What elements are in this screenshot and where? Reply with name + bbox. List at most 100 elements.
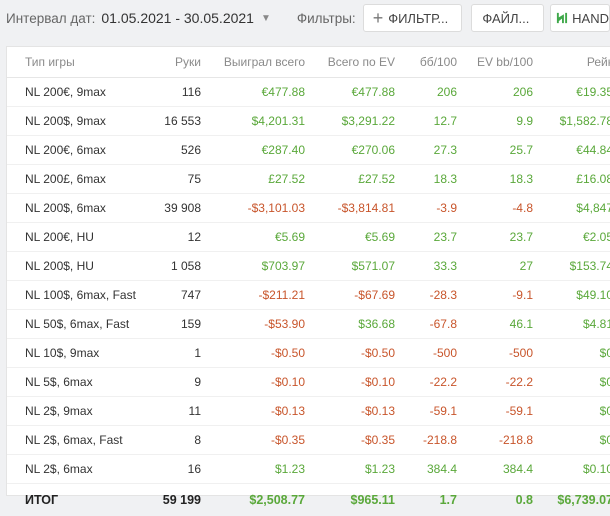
filter-button-label: ФИЛЬТР... bbox=[388, 11, 448, 26]
column-header-ev-bb100[interactable]: EV bb/100 bbox=[469, 47, 545, 78]
cell-bb100: -28.3 bbox=[407, 281, 469, 310]
cell-rake: $0 bbox=[545, 368, 610, 397]
cell-hands: 59 199 bbox=[149, 484, 213, 516]
cell-ev-bb100: -4.8 bbox=[469, 194, 545, 223]
cell-bb100: -218.8 bbox=[407, 426, 469, 455]
plus-icon: + bbox=[373, 9, 384, 27]
cell-ev-total: -$0.10 bbox=[317, 368, 407, 397]
cell-won-total: $703.97 bbox=[213, 252, 317, 281]
cell-ev-bb100: 9.9 bbox=[469, 107, 545, 136]
cell-game-type: ИТОГ bbox=[7, 484, 149, 516]
column-header-won-total[interactable]: Выиграл всего bbox=[213, 47, 317, 78]
cell-rake: $0.10 bbox=[545, 455, 610, 484]
cell-rake: €19.35 bbox=[545, 78, 610, 107]
column-header-hands[interactable]: Руки bbox=[149, 47, 213, 78]
cell-ev-total: -$0.13 bbox=[317, 397, 407, 426]
cell-rake: €44.84 bbox=[545, 136, 610, 165]
cell-ev-total: $3,291.22 bbox=[317, 107, 407, 136]
cell-game-type: NL 200£, 6max bbox=[7, 165, 149, 194]
cell-ev-total: €5.69 bbox=[317, 223, 407, 252]
column-header-rake[interactable]: Рейк bbox=[545, 47, 610, 78]
hand-button[interactable]: HAND bbox=[550, 4, 610, 32]
cell-ev-bb100: 0.8 bbox=[469, 484, 545, 516]
cell-rake: $0 bbox=[545, 426, 610, 455]
cell-hands: 159 bbox=[149, 310, 213, 339]
cell-hands: 12 bbox=[149, 223, 213, 252]
cell-game-type: NL 50$, 6max, Fast bbox=[7, 310, 149, 339]
handhq-logo-icon bbox=[555, 8, 569, 28]
cell-ev-total: €477.88 bbox=[317, 78, 407, 107]
cell-game-type: NL 200$, 9max bbox=[7, 107, 149, 136]
date-range-value[interactable]: 01.05.2021 - 30.05.2021 bbox=[101, 10, 254, 26]
cell-game-type: NL 200€, HU bbox=[7, 223, 149, 252]
cell-rake: €2.05 bbox=[545, 223, 610, 252]
filter-button[interactable]: + ФИЛЬТР... bbox=[363, 4, 463, 32]
cell-ev-total: -$3,814.81 bbox=[317, 194, 407, 223]
cell-rake: $153.74 bbox=[545, 252, 610, 281]
cell-ev-total: $965.11 bbox=[317, 484, 407, 516]
cell-hands: 16 553 bbox=[149, 107, 213, 136]
cell-rake: $4,847 bbox=[545, 194, 610, 223]
file-button[interactable]: ФАЙЛ... bbox=[471, 4, 544, 32]
cell-ev-bb100: 46.1 bbox=[469, 310, 545, 339]
column-header-ev-total[interactable]: Всего по EV bbox=[317, 47, 407, 78]
cell-hands: 1 058 bbox=[149, 252, 213, 281]
stats-table-panel: Тип игры Руки Выиграл всего Всего по EV … bbox=[6, 46, 610, 496]
cell-game-type: NL 100$, 6max, Fast bbox=[7, 281, 149, 310]
cell-ev-bb100: -59.1 bbox=[469, 397, 545, 426]
cell-game-type: NL 200$, HU bbox=[7, 252, 149, 281]
column-header-bb100[interactable]: бб/100 bbox=[407, 47, 469, 78]
cell-game-type: NL 2$, 6max, Fast bbox=[7, 426, 149, 455]
cell-ev-total: $36.68 bbox=[317, 310, 407, 339]
date-range-label: Интервал дат: bbox=[6, 11, 95, 26]
cell-bb100: -3.9 bbox=[407, 194, 469, 223]
cell-hands: 526 bbox=[149, 136, 213, 165]
cell-ev-bb100: 206 bbox=[469, 78, 545, 107]
game-type-stats-table: Тип игры Руки Выиграл всего Всего по EV … bbox=[7, 47, 610, 516]
cell-game-type: NL 2$, 6max bbox=[7, 455, 149, 484]
cell-ev-bb100: 25.7 bbox=[469, 136, 545, 165]
cell-hands: 11 bbox=[149, 397, 213, 426]
cell-rake: $0 bbox=[545, 339, 610, 368]
top-toolbar: Интервал дат: 01.05.2021 - 30.05.2021 ▼ … bbox=[0, 0, 610, 36]
cell-bb100: 18.3 bbox=[407, 165, 469, 194]
cell-bb100: -22.2 bbox=[407, 368, 469, 397]
cell-won-total: £27.52 bbox=[213, 165, 317, 194]
cell-bb100: 23.7 bbox=[407, 223, 469, 252]
cell-hands: 747 bbox=[149, 281, 213, 310]
cell-won-total: -$0.10 bbox=[213, 368, 317, 397]
cell-game-type: NL 5$, 6max bbox=[7, 368, 149, 397]
cell-game-type: NL 200€, 9max bbox=[7, 78, 149, 107]
file-button-label: ФАЙЛ... bbox=[482, 11, 529, 26]
cell-bb100: 206 bbox=[407, 78, 469, 107]
cell-hands: 16 bbox=[149, 455, 213, 484]
cell-game-type: NL 2$, 9max bbox=[7, 397, 149, 426]
cell-bb100: 27.3 bbox=[407, 136, 469, 165]
cell-game-type: NL 200$, 6max bbox=[7, 194, 149, 223]
cell-hands: 8 bbox=[149, 426, 213, 455]
column-header-game-type[interactable]: Тип игры bbox=[7, 47, 149, 78]
cell-ev-bb100: 18.3 bbox=[469, 165, 545, 194]
cell-bb100: 1.7 bbox=[407, 484, 469, 516]
cell-won-total: -$53.90 bbox=[213, 310, 317, 339]
cell-rake: $4.81 bbox=[545, 310, 610, 339]
cell-ev-total: -$0.35 bbox=[317, 426, 407, 455]
cell-hands: 1 bbox=[149, 339, 213, 368]
cell-won-total: -$0.50 bbox=[213, 339, 317, 368]
chevron-down-icon[interactable]: ▼ bbox=[261, 13, 271, 24]
